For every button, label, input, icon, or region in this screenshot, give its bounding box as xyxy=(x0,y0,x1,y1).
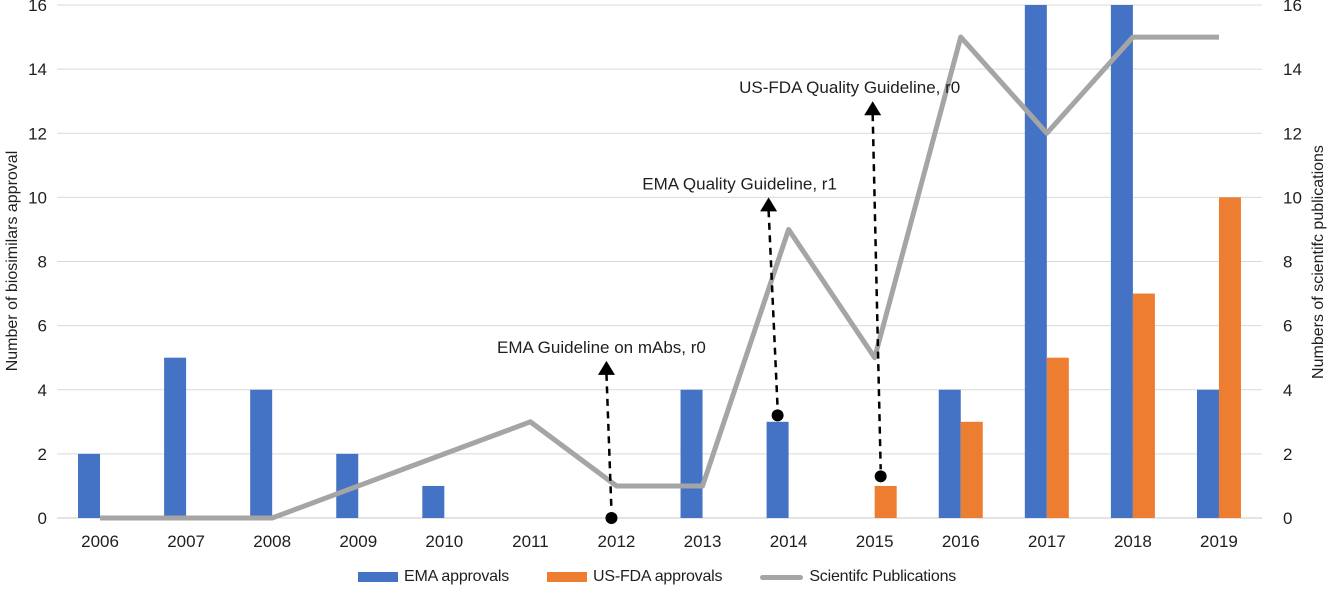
ema-approvals-swatch xyxy=(358,572,398,582)
left-tick-label: 6 xyxy=(38,317,47,336)
right-tick-label: 4 xyxy=(1283,381,1292,400)
bar-usfda-2019 xyxy=(1218,197,1241,518)
bar-ema-2006 xyxy=(78,453,101,518)
bar-ema-2007 xyxy=(164,357,187,518)
right-tick-label: 12 xyxy=(1283,124,1302,143)
bar-ema-2019 xyxy=(1196,389,1219,518)
legend: EMA approvals US-FDA approvals Scientifc… xyxy=(358,568,956,586)
annotation-arrow-line xyxy=(605,373,613,512)
year-label-2015: 2015 xyxy=(856,532,894,551)
year-label-2014: 2014 xyxy=(770,532,808,551)
legend-item-ema-approvals: EMA approvals xyxy=(358,568,509,586)
right-tick-label: 0 xyxy=(1283,509,1292,528)
left-tick-label: 16 xyxy=(28,0,47,15)
year-label-2013: 2013 xyxy=(684,532,722,551)
right-tick-label: 6 xyxy=(1283,317,1292,336)
annotation-arrow-line xyxy=(871,114,882,470)
right-tick-label: 10 xyxy=(1283,188,1302,207)
year-label-2009: 2009 xyxy=(339,532,377,551)
year-label-2012: 2012 xyxy=(598,532,636,551)
left-tick-label: 2 xyxy=(38,445,47,464)
annotation-label: US-FDA Quality Guideline, r0 xyxy=(739,78,960,97)
left-tick-label: 4 xyxy=(38,381,47,400)
bar-usfda-2015 xyxy=(874,485,897,518)
year-label-2006: 2006 xyxy=(81,532,119,551)
left-axis-title: Number of biosimilars approval xyxy=(4,150,21,372)
bar-ema-2013 xyxy=(680,389,703,518)
bar-ema-2017 xyxy=(1024,5,1047,518)
right-tick-label: 14 xyxy=(1283,60,1302,79)
annotation-label: EMA Quality Guideline, r1 xyxy=(642,174,837,193)
annotation-arrowhead xyxy=(760,197,778,212)
left-tick-label: 10 xyxy=(28,188,47,207)
legend-label-ema-approvals: EMA approvals xyxy=(404,568,510,585)
scientific-publications-swatch xyxy=(760,574,804,580)
right-axis-title: Numbers of scientifc publications xyxy=(1310,145,1327,379)
annotation-dot xyxy=(874,470,887,483)
annotation-dot xyxy=(771,409,784,422)
year-label-2010: 2010 xyxy=(425,532,463,551)
bar-ema-2018 xyxy=(1110,5,1133,518)
usfda-approvals-swatch xyxy=(547,572,588,582)
year-label-2007: 2007 xyxy=(167,532,205,551)
bar-usfda-2017 xyxy=(1046,357,1069,518)
year-label-2016: 2016 xyxy=(942,532,980,551)
year-label-2017: 2017 xyxy=(1028,532,1066,551)
right-tick-label: 2 xyxy=(1283,445,1292,464)
publications-line xyxy=(100,34,1219,521)
left-tick-label: 8 xyxy=(38,253,47,272)
bar-ema-2010 xyxy=(422,485,445,518)
bar-ema-2014 xyxy=(766,421,789,518)
left-tick-label: 14 xyxy=(28,60,47,79)
year-label-2018: 2018 xyxy=(1114,532,1152,551)
bar-ema-2008 xyxy=(250,389,273,518)
legend-label-scientific-publications: Scientifc Publications xyxy=(809,568,957,585)
right-tick-label: 8 xyxy=(1283,253,1292,272)
left-tick-label: 0 xyxy=(38,509,47,528)
annotation-arrow-line xyxy=(767,210,779,409)
right-tick-label: 16 xyxy=(1283,0,1302,15)
year-label-2019: 2019 xyxy=(1200,532,1238,551)
left-tick-label: 12 xyxy=(28,124,47,143)
legend-item-scientific-publications: Scientifc Publications xyxy=(760,568,956,586)
annotation-arrowhead xyxy=(597,360,615,375)
year-label-2011: 2011 xyxy=(512,532,549,551)
legend-label-usfda-approvals: US-FDA approvals xyxy=(593,568,723,585)
bar-usfda-2018 xyxy=(1132,293,1155,518)
legend-item-usfda-approvals: US-FDA approvals xyxy=(547,568,723,586)
bar-ema-2016 xyxy=(938,389,961,518)
annotation-dot xyxy=(605,512,618,524)
bar-ema-2009 xyxy=(336,453,359,518)
bar-usfda-2016 xyxy=(960,421,983,518)
year-label-2008: 2008 xyxy=(253,532,291,551)
annotation-label: EMA Guideline on mAbs, r0 xyxy=(497,338,706,357)
annotation-arrowhead xyxy=(864,101,882,116)
